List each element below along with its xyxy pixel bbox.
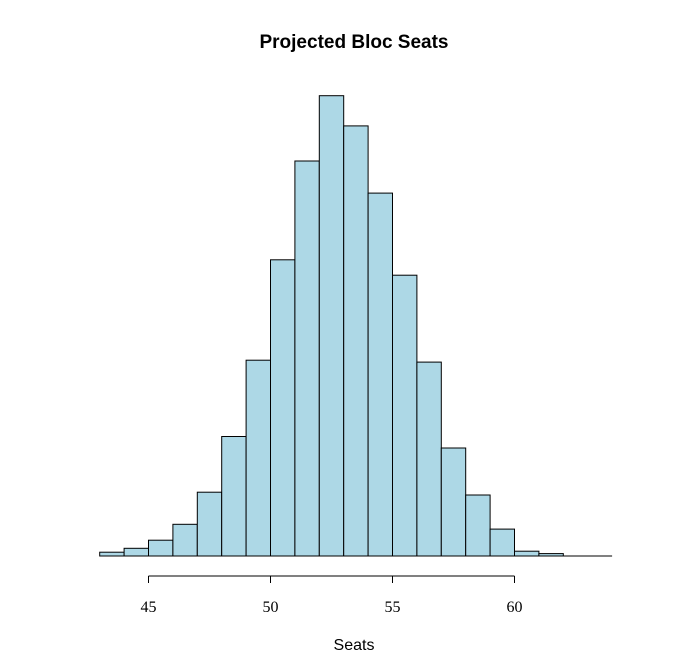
histogram-bar xyxy=(245,359,272,557)
x-axis: 45 50 55 60 xyxy=(141,575,523,616)
histogram-bar xyxy=(318,95,345,557)
histogram-bar xyxy=(221,436,247,557)
histogram-bar xyxy=(489,528,516,557)
histogram-bar xyxy=(514,550,540,557)
histogram-bar xyxy=(172,523,198,557)
histogram-bar xyxy=(440,447,467,557)
histogram-bar xyxy=(148,539,174,557)
x-tick-label: 55 xyxy=(385,599,401,616)
x-tick-label: 60 xyxy=(507,599,523,616)
histogram-bar xyxy=(270,259,296,557)
histogram-bar xyxy=(465,494,491,557)
bars-group xyxy=(99,95,564,557)
histogram-bar xyxy=(196,491,223,557)
histogram-bar xyxy=(416,361,442,557)
histogram-bar xyxy=(294,160,320,557)
x-tick-label: 50 xyxy=(263,599,279,616)
x-tick-label: 45 xyxy=(141,599,157,616)
histogram-bar xyxy=(392,274,418,557)
chart-title: Projected Bloc Seats xyxy=(259,32,448,53)
histogram-bar xyxy=(99,551,125,557)
histogram-bar xyxy=(123,547,149,557)
histogram-bar xyxy=(343,125,369,557)
x-axis-label: Seats xyxy=(334,637,375,654)
histogram-bar xyxy=(367,192,394,557)
